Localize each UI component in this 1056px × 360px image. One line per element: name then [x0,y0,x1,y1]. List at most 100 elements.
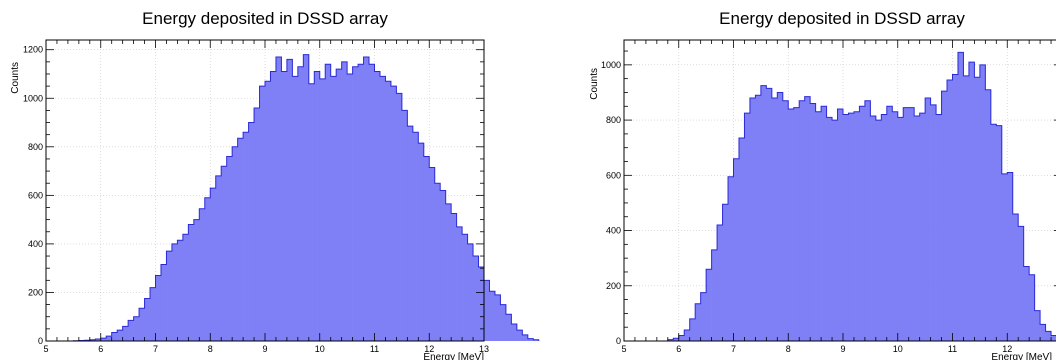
histogram-bar [325,64,331,341]
histogram-bar [95,339,102,341]
histogram-bar [843,114,849,341]
histogram-bar [484,280,490,341]
y-axis-label: Counts [589,68,600,100]
histogram-bar [374,71,381,341]
histogram-outline [72,54,540,342]
histogram-bar [897,117,904,341]
histogram-bar [418,143,425,341]
histogram-bar [941,91,948,341]
y-tick-label: 200 [28,287,43,297]
histogram-bar [254,107,260,341]
histogram-bar [511,324,518,341]
histogram-bar [848,113,855,342]
histogram-bar [193,219,200,341]
histogram-bar [226,156,233,341]
histogram-bar [728,176,734,341]
histogram-bar [133,316,140,341]
histogram-bar [281,71,288,341]
x-axis-label: Energy [MeV] [991,352,1052,360]
histogram-bar [799,100,805,342]
histogram-bar [440,190,446,341]
histogram-bar [221,166,227,341]
histogram-bar [925,97,931,342]
histogram-bar [237,138,244,341]
y-tick-label: 1200 [23,45,43,55]
y-tick-label: 800 [606,115,621,125]
histogram-bar [166,251,173,341]
histogram-bar [859,106,866,341]
x-tick-label: 8 [786,344,791,354]
histogram-bar [678,335,685,341]
histogram-bar [1034,310,1041,341]
x-tick-label: 6 [98,344,103,354]
y-tick-label: 200 [606,281,621,291]
histogram-bar [952,74,959,342]
x-tick-label: 5 [621,344,626,354]
histogram-bar [527,338,534,341]
histogram-bar [738,138,745,341]
histogram-bar [199,208,206,341]
histogram-bar [369,64,375,341]
histogram-bar [919,113,926,342]
histogram-bar [815,111,822,342]
histogram-bar [467,243,474,341]
histogram-bar [160,264,167,341]
histogram-bar [352,66,359,342]
x-tick-label: 12 [1002,344,1012,354]
histogram-bar [347,73,353,341]
histogram-bar [259,86,266,341]
histogram-bar [722,204,729,341]
histogram-bar [985,89,992,341]
histogram-bar [390,86,397,341]
histogram-bar [319,78,326,341]
histogram-bar [870,115,877,341]
histogram-bar [930,104,937,341]
histogram-bar [996,125,1003,342]
histogram-bar [275,56,282,341]
x-tick-label: 10 [893,344,903,354]
histogram-bar [760,85,767,342]
histogram-bar [755,95,762,341]
histogram-bar [968,62,975,342]
histogram-bar [423,156,430,341]
histogram-bar [401,110,408,341]
histogram-bar [456,226,463,341]
chart-panel-2: Energy deposited in DSSD array 5 6 7 8 9 10 11 1… [589,9,1056,360]
histogram-bar [494,294,501,341]
x-tick-label: 9 [840,344,845,354]
histogram-bar [451,213,457,341]
histogram-bar [215,175,222,341]
histogram-bar [522,334,529,341]
histogram-bar [837,109,844,341]
histogram-bar [793,107,800,341]
histogram-bar [700,292,707,341]
x-tick-label: 9 [262,344,267,354]
histogram-bar [286,59,293,342]
y-tick-label: 800 [28,142,43,152]
x-tick-label: 11 [370,344,379,354]
histogram-bar [177,240,184,341]
histogram-bar [248,122,255,341]
histogram-bar [914,115,920,341]
y-tick-label: 400 [606,226,621,236]
x-axis-label: Energy [MeV] [423,352,484,360]
histogram-bar [505,314,512,341]
histogram-bar [766,88,773,342]
histogram-bar [1029,274,1035,341]
y-axis-label: Counts [10,62,21,94]
histogram-outline [667,51,1056,341]
histogram-bar [330,76,337,342]
histogram-bar [297,66,304,342]
histogram-bar [974,77,981,341]
histogram-bar [1051,335,1056,341]
histogram-bar [111,332,118,341]
histogram-bar [314,71,321,341]
histogram-bar [265,81,271,342]
histogram-bar [489,291,496,341]
y-tick-label: 0 [38,336,43,346]
histogram-bar [717,225,723,341]
histogram-bar [957,52,964,341]
histogram-bar [204,197,211,341]
histogram-bar [117,330,123,341]
histogram-bar [429,167,436,341]
